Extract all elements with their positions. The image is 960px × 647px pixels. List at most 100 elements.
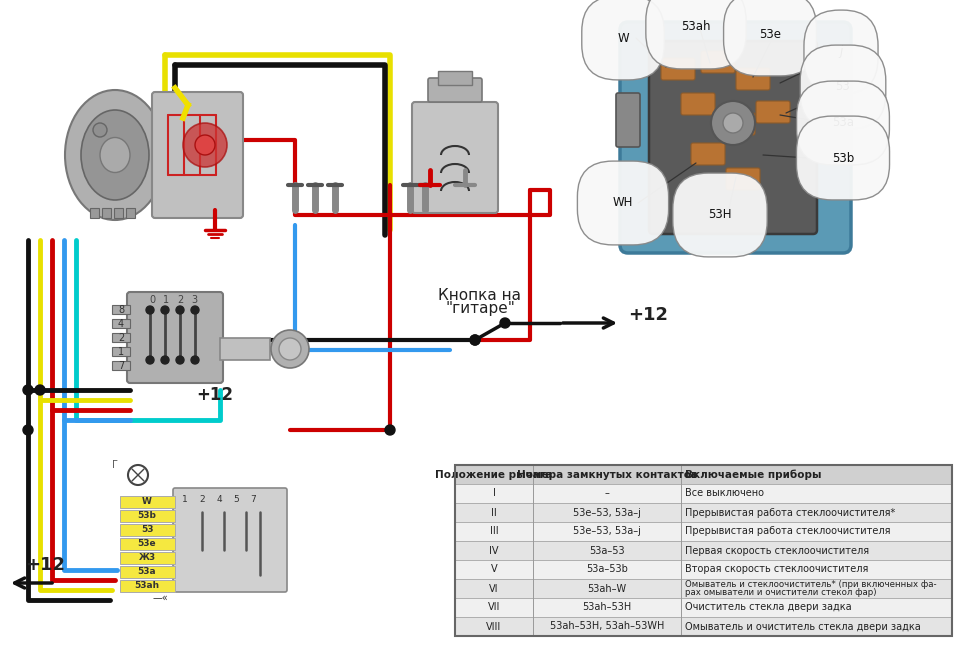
Bar — [455, 503, 952, 522]
Bar — [120, 566, 175, 578]
FancyBboxPatch shape — [736, 68, 770, 90]
Bar — [455, 598, 952, 617]
Circle shape — [35, 385, 45, 395]
Text: VIII: VIII — [487, 622, 502, 631]
Circle shape — [191, 356, 199, 364]
Bar — [112, 319, 130, 328]
Bar — [455, 465, 952, 636]
Circle shape — [176, 356, 184, 364]
Text: 8: 8 — [118, 305, 124, 315]
Bar — [120, 580, 175, 592]
Text: 0: 0 — [149, 295, 156, 305]
FancyBboxPatch shape — [173, 488, 287, 592]
Bar — [120, 552, 175, 564]
Text: V: V — [491, 564, 497, 575]
Text: Все выключено: Все выключено — [685, 488, 764, 498]
Text: –: – — [605, 488, 610, 498]
Circle shape — [723, 113, 743, 133]
Circle shape — [176, 306, 184, 314]
FancyBboxPatch shape — [412, 102, 498, 213]
Text: 7: 7 — [251, 496, 256, 505]
FancyBboxPatch shape — [649, 41, 817, 234]
Bar — [114, 208, 123, 218]
Text: Кнопка на: Кнопка на — [439, 287, 521, 303]
Circle shape — [470, 335, 480, 345]
Text: —«: —« — [152, 593, 168, 603]
FancyBboxPatch shape — [620, 22, 851, 253]
Circle shape — [161, 306, 169, 314]
FancyBboxPatch shape — [616, 93, 640, 147]
FancyBboxPatch shape — [127, 292, 223, 383]
Text: Очиститель стекла двери задка: Очиститель стекла двери задка — [685, 602, 852, 613]
FancyBboxPatch shape — [152, 92, 243, 218]
Bar — [438, 71, 472, 85]
Bar — [455, 579, 952, 598]
FancyBboxPatch shape — [726, 168, 760, 190]
Text: IV: IV — [490, 545, 499, 556]
Text: Первая скорость стеклоочистителя: Первая скорость стеклоочистителя — [685, 545, 869, 556]
Text: 5: 5 — [233, 496, 239, 505]
Bar — [455, 484, 952, 503]
Text: Ж3: Ж3 — [138, 553, 156, 562]
Text: W: W — [142, 498, 152, 507]
Text: III: III — [490, 527, 498, 536]
Text: 53ah: 53ah — [682, 21, 710, 34]
Text: W: W — [617, 32, 629, 45]
Text: 4: 4 — [118, 319, 124, 329]
Circle shape — [161, 356, 169, 364]
Text: I: I — [492, 488, 495, 498]
Bar — [455, 617, 952, 636]
Text: 53b: 53b — [137, 512, 156, 520]
Bar — [112, 347, 130, 356]
Bar — [220, 338, 270, 360]
Circle shape — [500, 318, 510, 328]
Bar — [120, 538, 175, 550]
Circle shape — [711, 101, 755, 145]
Text: 53аh–53H, 53аh–53WH: 53аh–53H, 53аh–53WH — [550, 622, 664, 631]
Text: VII: VII — [488, 602, 500, 613]
Bar — [455, 560, 952, 579]
Text: 1: 1 — [182, 496, 188, 505]
Text: 53e: 53e — [759, 28, 781, 41]
Text: WH: WH — [612, 197, 634, 210]
Text: 53: 53 — [835, 80, 851, 94]
Text: 53аh–W: 53аh–W — [588, 584, 627, 593]
Circle shape — [146, 306, 154, 314]
FancyBboxPatch shape — [691, 143, 725, 165]
Ellipse shape — [100, 138, 130, 173]
Text: 53а–53b: 53а–53b — [586, 564, 628, 575]
Text: 53a: 53a — [832, 116, 854, 129]
Text: +12: +12 — [628, 306, 668, 324]
Ellipse shape — [65, 90, 165, 220]
FancyBboxPatch shape — [681, 93, 715, 115]
Text: 1: 1 — [163, 295, 169, 305]
FancyBboxPatch shape — [428, 78, 482, 102]
Ellipse shape — [279, 338, 301, 360]
Text: 53b: 53b — [832, 151, 854, 164]
Bar — [112, 305, 130, 314]
FancyBboxPatch shape — [756, 101, 790, 123]
Text: 53ah: 53ah — [134, 582, 159, 591]
Text: 7: 7 — [118, 361, 124, 371]
Bar — [120, 496, 175, 508]
Text: 53a: 53a — [137, 567, 156, 576]
Text: 4: 4 — [216, 496, 222, 505]
Bar — [112, 333, 130, 342]
FancyBboxPatch shape — [721, 113, 755, 135]
Text: 53H: 53H — [708, 208, 732, 221]
Text: 53: 53 — [141, 525, 154, 534]
Text: 53е–53, 53а–j: 53е–53, 53а–j — [573, 527, 641, 536]
Circle shape — [23, 385, 33, 395]
Text: 2: 2 — [118, 333, 124, 343]
Text: +12: +12 — [197, 386, 233, 404]
Text: Г: Г — [112, 460, 118, 470]
Bar — [455, 541, 952, 560]
Text: Номера замкнутых контактов: Номера замкнутых контактов — [516, 470, 697, 479]
Text: рах омыватели и очистители стекол фар): рах омыватели и очистители стекол фар) — [685, 588, 876, 597]
Text: Вторая скорость стеклоочистителя: Вторая скорость стеклоочистителя — [685, 564, 869, 575]
Text: Включаемые приборы: Включаемые приборы — [685, 469, 822, 479]
Text: 53а–53: 53а–53 — [589, 545, 625, 556]
Bar — [120, 524, 175, 536]
Text: 53аh–53H: 53аh–53H — [583, 602, 632, 613]
Circle shape — [23, 425, 33, 435]
